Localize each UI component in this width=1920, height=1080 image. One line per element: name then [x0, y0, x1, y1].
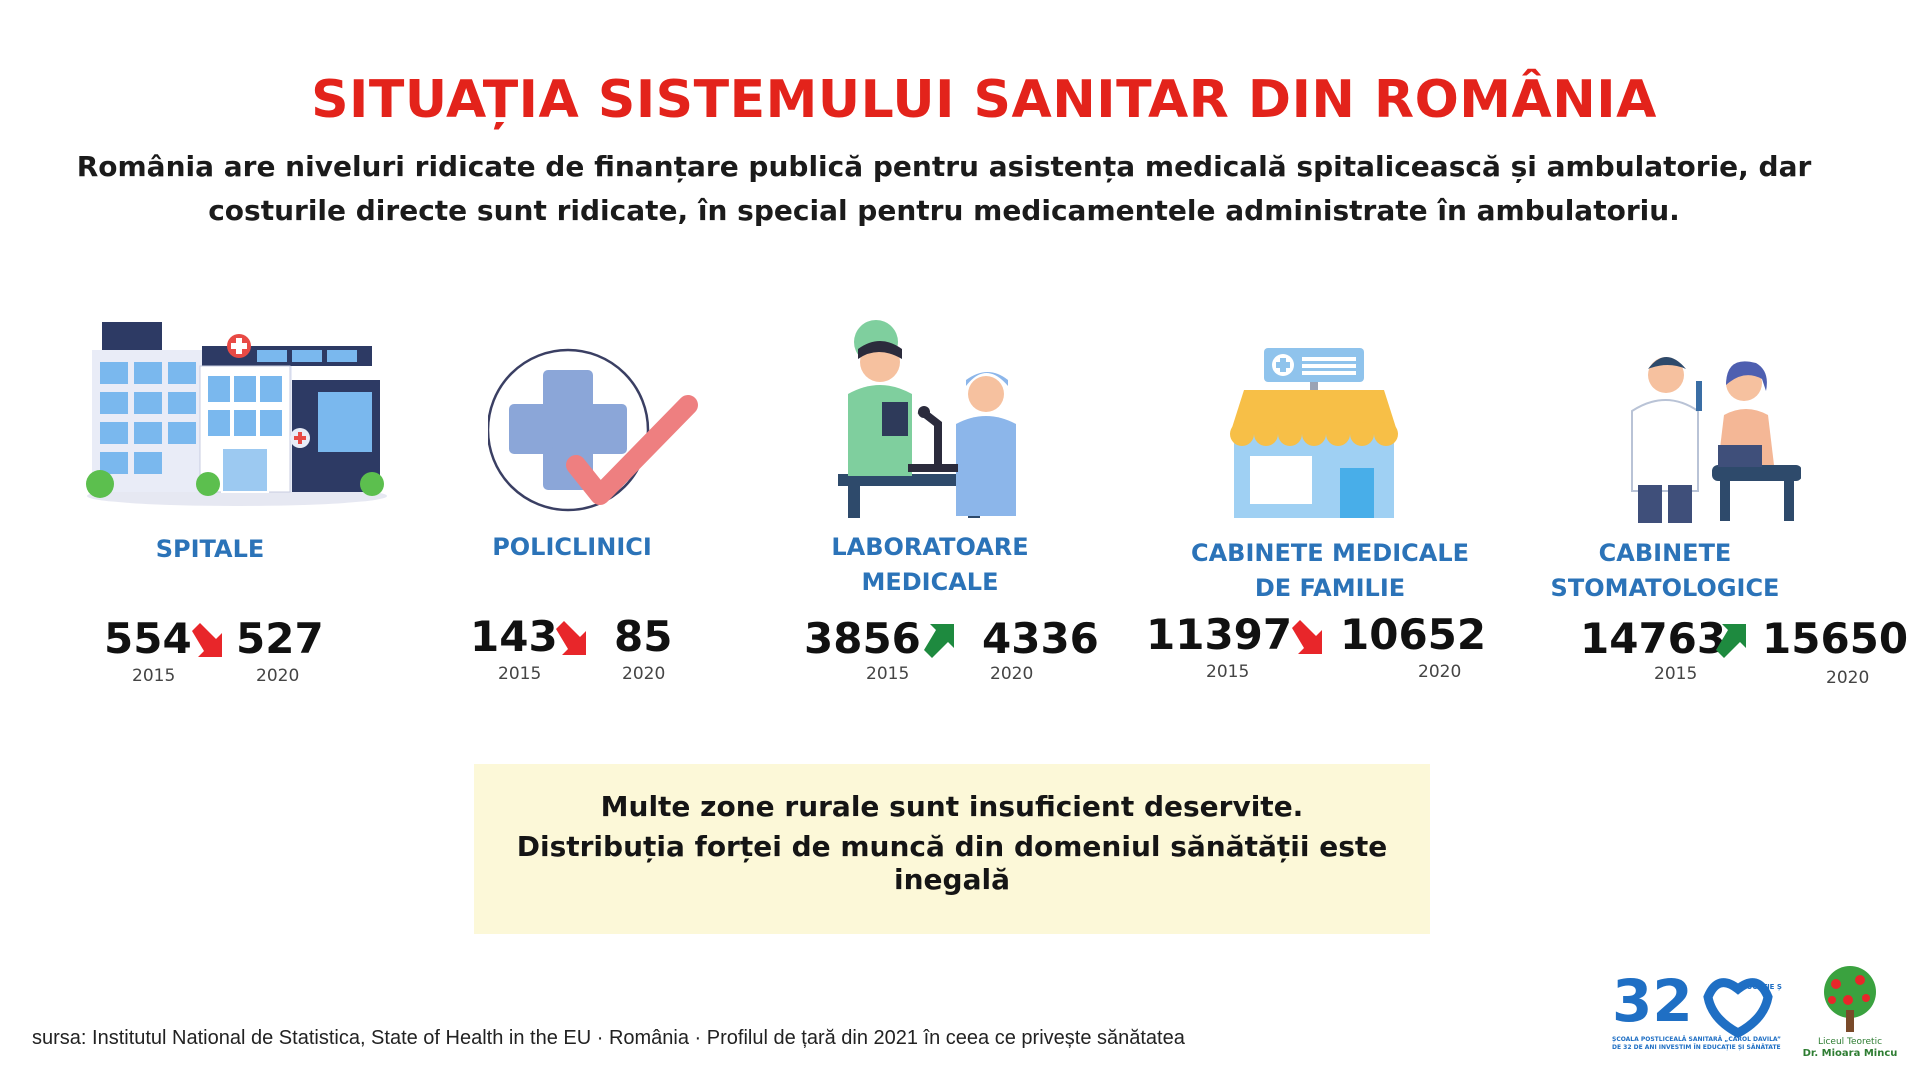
stat-to-value: 10652	[1340, 610, 1487, 659]
page-title: SITUAȚIA SISTEMULUI SANITAR DIN ROMÂNIA	[311, 70, 1657, 130]
source-text: sursa: Institutul National de Statistica…	[32, 1027, 1185, 1049]
stat-to-value: 15650	[1762, 614, 1909, 663]
note-line-1: Multe zone rurale sunt insuficient deser…	[600, 790, 1304, 823]
medical-cross-check-icon	[488, 348, 698, 512]
label-cabinete-familie: CABINETE MEDICALE DE FAMILIE	[1190, 539, 1469, 602]
stat-to-value: 85	[614, 612, 673, 661]
stat-from-value: 11397	[1146, 610, 1293, 659]
school-32-logo: 32 EDUCAȚIE ȘI SĂNĂTATE ȘCOALA POSTLICEA…	[1612, 967, 1782, 1051]
stat-from-value: 143	[470, 612, 558, 661]
svg-text:32: 32	[1612, 967, 1693, 1035]
trend-up-arrow-icon	[1716, 624, 1746, 658]
stat-to-year: 2020	[1826, 668, 1870, 688]
stat-from-year: 2015	[498, 664, 542, 684]
label-policlinici: POLICLINICI	[492, 533, 652, 561]
stat-to-year: 2020	[256, 666, 300, 686]
stat-from-year: 2015	[1206, 662, 1250, 682]
trend-down-arrow-icon	[192, 623, 222, 657]
stat-from-year: 2015	[1654, 664, 1698, 684]
stat-from-year: 2015	[132, 666, 176, 686]
stat-to-value: 527	[236, 614, 324, 663]
dentist-patient-icon	[1631, 357, 1801, 523]
stat-from-value: 14763	[1580, 614, 1727, 663]
label-laboratoare: LABORATOARE MEDICALE	[831, 533, 1029, 596]
stat-to-value: 4336	[982, 614, 1099, 663]
stat-from-value: 3856	[804, 614, 921, 663]
trend-up-arrow-icon	[924, 624, 954, 658]
intro-line-1: România are niveluri ridicate de finanța…	[76, 150, 1812, 183]
intro-line-2: costurile directe sunt ridicate, în spec…	[208, 194, 1680, 227]
svg-text:Dr. Mioara Mincu: Dr. Mioara Mincu	[1803, 1048, 1898, 1059]
svg-text:ȘCOALA POSTLICEALĂ SANITARĂ „C: ȘCOALA POSTLICEALĂ SANITARĂ „CAROL DAVIL…	[1612, 1036, 1781, 1043]
stat-to-year: 2020	[1418, 662, 1462, 682]
stat-from-year: 2015	[866, 664, 910, 684]
clinic-building-icon	[1230, 348, 1398, 518]
svg-text:DE 32 DE ANI INVESTIM ÎN EDUCA: DE 32 DE ANI INVESTIM ÎN EDUCAȚIE ȘI SĂN…	[1612, 1043, 1781, 1051]
lyceum-tree-logo: Liceul Teoretic Dr. Mioara Mincu	[1803, 966, 1898, 1059]
stat-from-value: 554	[104, 614, 192, 663]
note-line-2: Distribuția forței de muncă din domeniul…	[516, 830, 1388, 896]
label-cabinete-stomatologice: CABINETE STOMATOLOGICE	[1550, 539, 1780, 602]
intro-text: România are niveluri ridicate de finanța…	[60, 145, 1828, 233]
trend-down-arrow-icon	[1292, 620, 1322, 654]
trend-down-arrow-icon	[556, 621, 586, 655]
lab-staff-icon	[838, 320, 1016, 518]
note-box: Multe zone rurale sunt insuficient deser…	[474, 764, 1430, 934]
stat-to-year: 2020	[622, 664, 666, 684]
svg-text:EDUCAȚIE ȘI SĂNĂTATE: EDUCAȚIE ȘI SĂNĂTATE	[1736, 982, 1782, 992]
stat-to-year: 2020	[990, 664, 1034, 684]
label-spitale: SPITALE	[155, 535, 265, 563]
svg-text:Liceul Teoretic: Liceul Teoretic	[1818, 1037, 1882, 1047]
hospital-icon	[86, 322, 387, 506]
